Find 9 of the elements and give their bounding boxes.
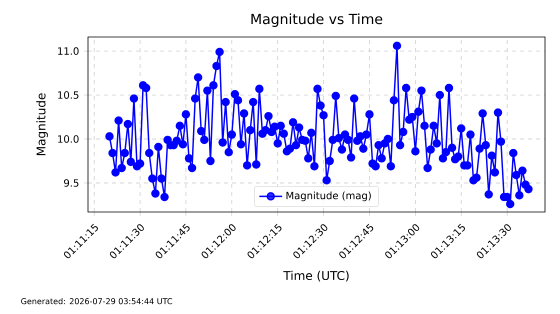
legend-label: Magnitude (mag)	[286, 192, 371, 202]
y-tick-label: 10.0	[58, 135, 79, 143]
y-tick-label: 11.0	[58, 47, 79, 55]
text: Generated: 2026-07-29 03:54:44 UTC	[21, 298, 172, 304]
x-axis-title: Time (UTC)	[283, 270, 349, 282]
chart-title: Magnitude vs Time	[251, 13, 382, 27]
y-tick-label: 10.5	[58, 91, 78, 99]
y-axis-title: Magnitude	[36, 93, 48, 156]
y-tick-label: 9.5	[64, 179, 78, 187]
